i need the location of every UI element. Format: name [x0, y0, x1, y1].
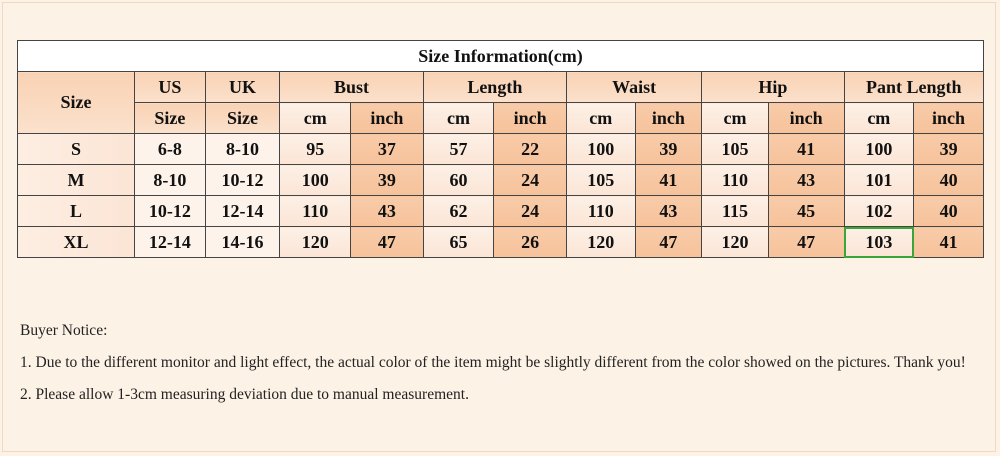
buyer-notice: Buyer Notice: 1. Due to the different mo… [20, 315, 980, 411]
us-size-cell: 8-10 [134, 164, 206, 196]
waist-inch-cell: 47 [634, 226, 703, 258]
header-length: Length [422, 71, 567, 103]
table-row: S 6-8 8-10 95 37 57 22 100 39 105 41 100… [16, 133, 984, 165]
pant-length-inch-cell: 40 [913, 195, 984, 227]
bust-cm-cell: 95 [279, 133, 352, 165]
hip-cm-cell: 110 [701, 164, 769, 196]
waist-inch-cell: 43 [634, 195, 703, 227]
size-label: L [16, 195, 136, 227]
header-bust: Bust [279, 71, 424, 103]
size-label: M [16, 164, 136, 196]
notice-line-1: 1. Due to the different monitor and ligh… [20, 354, 966, 371]
uk-size-cell: 12-14 [204, 195, 281, 227]
header-us-size: Size [134, 102, 206, 134]
us-size-cell: 10-12 [134, 195, 206, 227]
waist-cm-cell: 105 [565, 164, 636, 196]
unit-cm: cm [279, 102, 352, 134]
header-hip: Hip [701, 71, 845, 103]
hip-inch-cell: 41 [767, 133, 845, 165]
unit-inch: inch [767, 102, 845, 134]
length-inch-cell: 24 [493, 164, 567, 196]
hip-inch-cell: 43 [767, 164, 845, 196]
length-cm-cell: 65 [422, 226, 495, 258]
pant-length-cm-cell: 102 [843, 195, 915, 227]
uk-size-cell: 14-16 [204, 226, 281, 258]
length-inch-cell: 26 [493, 226, 567, 258]
bust-inch-cell: 43 [350, 195, 424, 227]
unit-inch: inch [493, 102, 567, 134]
size-label: S [16, 133, 136, 165]
notice-heading: Buyer Notice: [20, 322, 108, 339]
length-inch-cell: 24 [493, 195, 567, 227]
us-size-cell: 6-8 [134, 133, 206, 165]
unit-cm: cm [701, 102, 769, 134]
us-size-cell: 12-14 [134, 226, 206, 258]
waist-cm-cell: 100 [565, 133, 636, 165]
bust-inch-cell: 47 [350, 226, 424, 258]
pant-length-inch-cell: 41 [913, 226, 984, 258]
waist-inch-cell: 41 [634, 164, 703, 196]
unit-inch: inch [350, 102, 424, 134]
length-inch-cell: 22 [493, 133, 567, 165]
unit-cm: cm [422, 102, 495, 134]
hip-inch-cell: 45 [767, 195, 845, 227]
bust-inch-cell: 39 [350, 164, 424, 196]
header-size: Size [16, 71, 136, 134]
pant-length-inch-cell: 40 [913, 164, 984, 196]
header-uk-size: Size [204, 102, 281, 134]
length-cm-cell: 60 [422, 164, 495, 196]
hip-cm-cell: 105 [701, 133, 769, 165]
unit-inch: inch [913, 102, 984, 134]
waist-cm-cell: 120 [565, 226, 636, 258]
header-waist: Waist [565, 71, 703, 103]
uk-size-cell: 8-10 [204, 133, 281, 165]
size-table: Size Information(cm) Size US UK Bust Len… [16, 40, 984, 258]
size-label: XL [16, 226, 136, 258]
bust-cm-cell: 100 [279, 164, 352, 196]
bust-cm-cell: 120 [279, 226, 352, 258]
header-pant-length: Pant Length [843, 71, 984, 103]
pant-length-cm-cell-selected[interactable]: 103 [843, 226, 915, 258]
bust-cm-cell: 110 [279, 195, 352, 227]
hip-cm-cell: 115 [701, 195, 769, 227]
pant-length-cm-cell: 101 [843, 164, 915, 196]
waist-cm-cell: 110 [565, 195, 636, 227]
waist-inch-cell: 39 [634, 133, 703, 165]
length-cm-cell: 57 [422, 133, 495, 165]
unit-cm: cm [843, 102, 915, 134]
header-us: US [134, 71, 206, 103]
pant-length-inch-cell: 39 [913, 133, 984, 165]
table-row: XL 12-14 14-16 120 47 65 26 120 47 120 4… [16, 226, 984, 258]
table-row: M 8-10 10-12 100 39 60 24 105 41 110 43 … [16, 164, 984, 196]
hip-inch-cell: 47 [767, 226, 845, 258]
uk-size-cell: 10-12 [204, 164, 281, 196]
table-row: L 10-12 12-14 110 43 62 24 110 43 115 45… [16, 195, 984, 227]
notice-line-2: 2. Please allow 1-3cm measuring deviatio… [20, 386, 469, 403]
table-title: Size Information(cm) [17, 40, 984, 72]
bust-inch-cell: 37 [350, 133, 424, 165]
unit-inch: inch [634, 102, 703, 134]
length-cm-cell: 62 [422, 195, 495, 227]
header-uk: UK [204, 71, 281, 103]
pant-length-cm-cell: 100 [843, 133, 915, 165]
unit-cm: cm [565, 102, 636, 134]
hip-cm-cell: 120 [701, 226, 769, 258]
